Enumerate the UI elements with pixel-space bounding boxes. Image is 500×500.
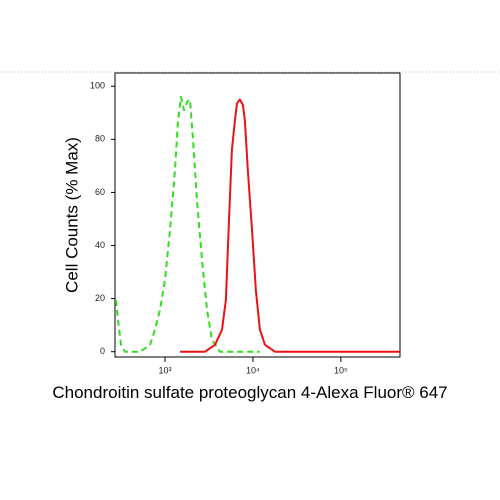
y-tick-label: 20	[95, 293, 105, 303]
y-tick-label: 80	[95, 134, 105, 144]
y-tick-label: 60	[95, 187, 105, 197]
plot-frame	[114, 72, 401, 358]
x-tick-label: 10³	[158, 365, 171, 375]
x-axis-label: Chondroitin sulfate proteoglycan 4-Alexa…	[52, 383, 448, 402]
series-line	[115, 95, 260, 353]
y-tick-label: 100	[90, 81, 105, 91]
y-tick-label: 0	[100, 346, 105, 356]
y-axis-label: Cell Counts (% Max)	[62, 137, 81, 293]
y-tick-label: 40	[95, 240, 105, 250]
x-tick-label: 10⁴	[246, 365, 260, 375]
x-tick-label: 10⁵	[334, 365, 348, 375]
series-line	[180, 98, 400, 353]
